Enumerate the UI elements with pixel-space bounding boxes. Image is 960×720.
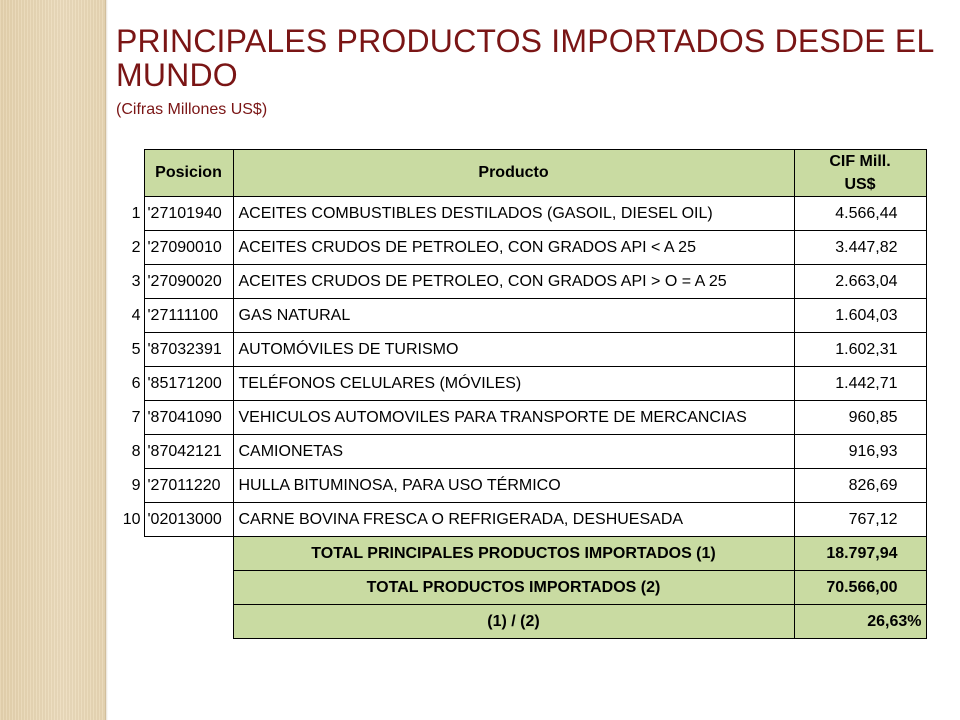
cif-value-cell: 1.604,03 [793, 298, 927, 333]
posicion-cell: '27111100 [143, 298, 234, 333]
table-row: 2'27090010 ACEITES CRUDOS DE PETROLEO, CO… [116, 230, 927, 265]
header-cif-line1: CIF Mill. [829, 153, 891, 170]
totals-body: TOTAL PRINCIPALES PRODUCTOS IMPORTADOS (… [116, 536, 927, 639]
total-row: TOTAL PRODUCTOS IMPORTADOS (2) 70.566,00 [116, 570, 927, 605]
posicion-cell: '27101940 [143, 196, 234, 231]
posicion-cell: '87032391 [143, 332, 234, 367]
posicion-cell: '27090020 [143, 264, 234, 299]
header-producto: Producto [232, 149, 795, 197]
producto-cell: HULLA BITUMINOSA, PARA USO TÉRMICO [232, 468, 795, 503]
table-row: 8'87042121 CAMIONETAS 916,93 [116, 434, 927, 469]
page-subtitle: (Cifras Millones US$) [116, 101, 268, 118]
posicion-cell: '87042121 [143, 434, 234, 469]
page-title: PRINCIPALES PRODUCTOS IMPORTADOS DESDE E… [116, 23, 934, 93]
total-label: (1) / (2) [232, 604, 795, 639]
table-header-row: Posicion Producto CIF Mill. US$ [116, 149, 927, 197]
cif-value-cell: 2.663,04 [793, 264, 927, 299]
producto-cell: TELÉFONOS CELULARES (MÓVILES) [232, 366, 795, 401]
cif-value-cell: 4.566,44 [793, 196, 927, 231]
header-blank-cell [116, 150, 144, 197]
cif-value-cell: 1.602,31 [793, 332, 927, 367]
table-row: 3'27090020 ACEITES CRUDOS DE PETROLEO, CO… [116, 264, 927, 299]
header-posicion: Posicion [143, 149, 234, 197]
producto-cell: CAMIONETAS [232, 434, 795, 469]
cif-value-cell: 826,69 [793, 468, 927, 503]
producto-cell: ACEITES COMBUSTIBLES DESTILADOS (GASOIL,… [232, 196, 795, 231]
total-blank-cell [116, 605, 233, 639]
cif-value-cell: 916,93 [793, 434, 927, 469]
total-blank-cell [116, 537, 233, 571]
row-number: 8 [131, 442, 141, 460]
total-label: TOTAL PRINCIPALES PRODUCTOS IMPORTADOS (… [232, 536, 795, 571]
producto-cell: ACEITES CRUDOS DE PETROLEO, CON GRADOS A… [232, 264, 795, 299]
producto-cell: CARNE BOVINA FRESCA O REFRIGERADA, DESHU… [232, 502, 795, 537]
posicion-cell: '85171200 [143, 366, 234, 401]
row-number: 6 [131, 374, 141, 392]
row-number: 1 [131, 204, 141, 222]
table-row: 1'27101940 ACEITES COMBUSTIBLES DESTILADO… [116, 196, 927, 231]
row-number: 3 [131, 272, 141, 290]
decorative-side-strip [0, 0, 108, 720]
cif-value-cell: 1.442,71 [793, 366, 927, 401]
total-row: TOTAL PRINCIPALES PRODUCTOS IMPORTADOS (… [116, 536, 927, 571]
posicion-cell: '02013000 [143, 502, 234, 537]
table-row: 10'02013000 CARNE BOVINA FRESCA O REFRIGE… [116, 502, 927, 537]
total-value: 26,63% [793, 604, 927, 639]
producto-cell: VEHICULOS AUTOMOVILES PARA TRANSPORTE DE… [232, 400, 795, 435]
cif-value-cell: 3.447,82 [793, 230, 927, 265]
table-row: 4'27111100 GAS NATURAL 1.604,03 [116, 298, 927, 333]
row-number: 7 [131, 408, 141, 426]
table-row: 5'87032391 AUTOMÓVILES DE TURISMO 1.602,31 [116, 332, 927, 367]
row-number: 2 [131, 238, 141, 256]
posicion-cell: '27011220 [143, 468, 234, 503]
imports-table: Posicion Producto CIF Mill. US$ 1'271019… [116, 149, 927, 639]
row-number: 4 [131, 306, 141, 324]
table-row: 9'27011220 HULLA BITUMINOSA, PARA USO TÉR… [116, 468, 927, 503]
table-row: 7'87041090 VEHICULOS AUTOMOVILES PARA TRA… [116, 400, 927, 435]
total-label: TOTAL PRODUCTOS IMPORTADOS (2) [232, 570, 795, 605]
row-number: 9 [131, 476, 141, 494]
posicion-cell: '27090010 [143, 230, 234, 265]
table-body: 1'27101940 ACEITES COMBUSTIBLES DESTILADO… [116, 196, 927, 537]
cif-value-cell: 767,12 [793, 502, 927, 537]
total-blank-cell [116, 571, 233, 605]
table-row: 6'85171200 TELÉFONOS CELULARES (MÓVILES) 1… [116, 366, 927, 401]
header-cif-line2: US$ [844, 176, 876, 193]
posicion-cell: '87041090 [143, 400, 234, 435]
total-value: 18.797,94 [793, 536, 927, 571]
header-cif: CIF Mill. US$ [793, 149, 927, 197]
row-number: 10 [122, 510, 141, 528]
row-number: 5 [131, 340, 141, 358]
cif-value-cell: 960,85 [793, 400, 927, 435]
producto-cell: GAS NATURAL [232, 298, 795, 333]
total-row: (1) / (2) 26,63% [116, 604, 927, 639]
producto-cell: ACEITES CRUDOS DE PETROLEO, CON GRADOS A… [232, 230, 795, 265]
total-value: 70.566,00 [793, 570, 927, 605]
producto-cell: AUTOMÓVILES DE TURISMO [232, 332, 795, 367]
